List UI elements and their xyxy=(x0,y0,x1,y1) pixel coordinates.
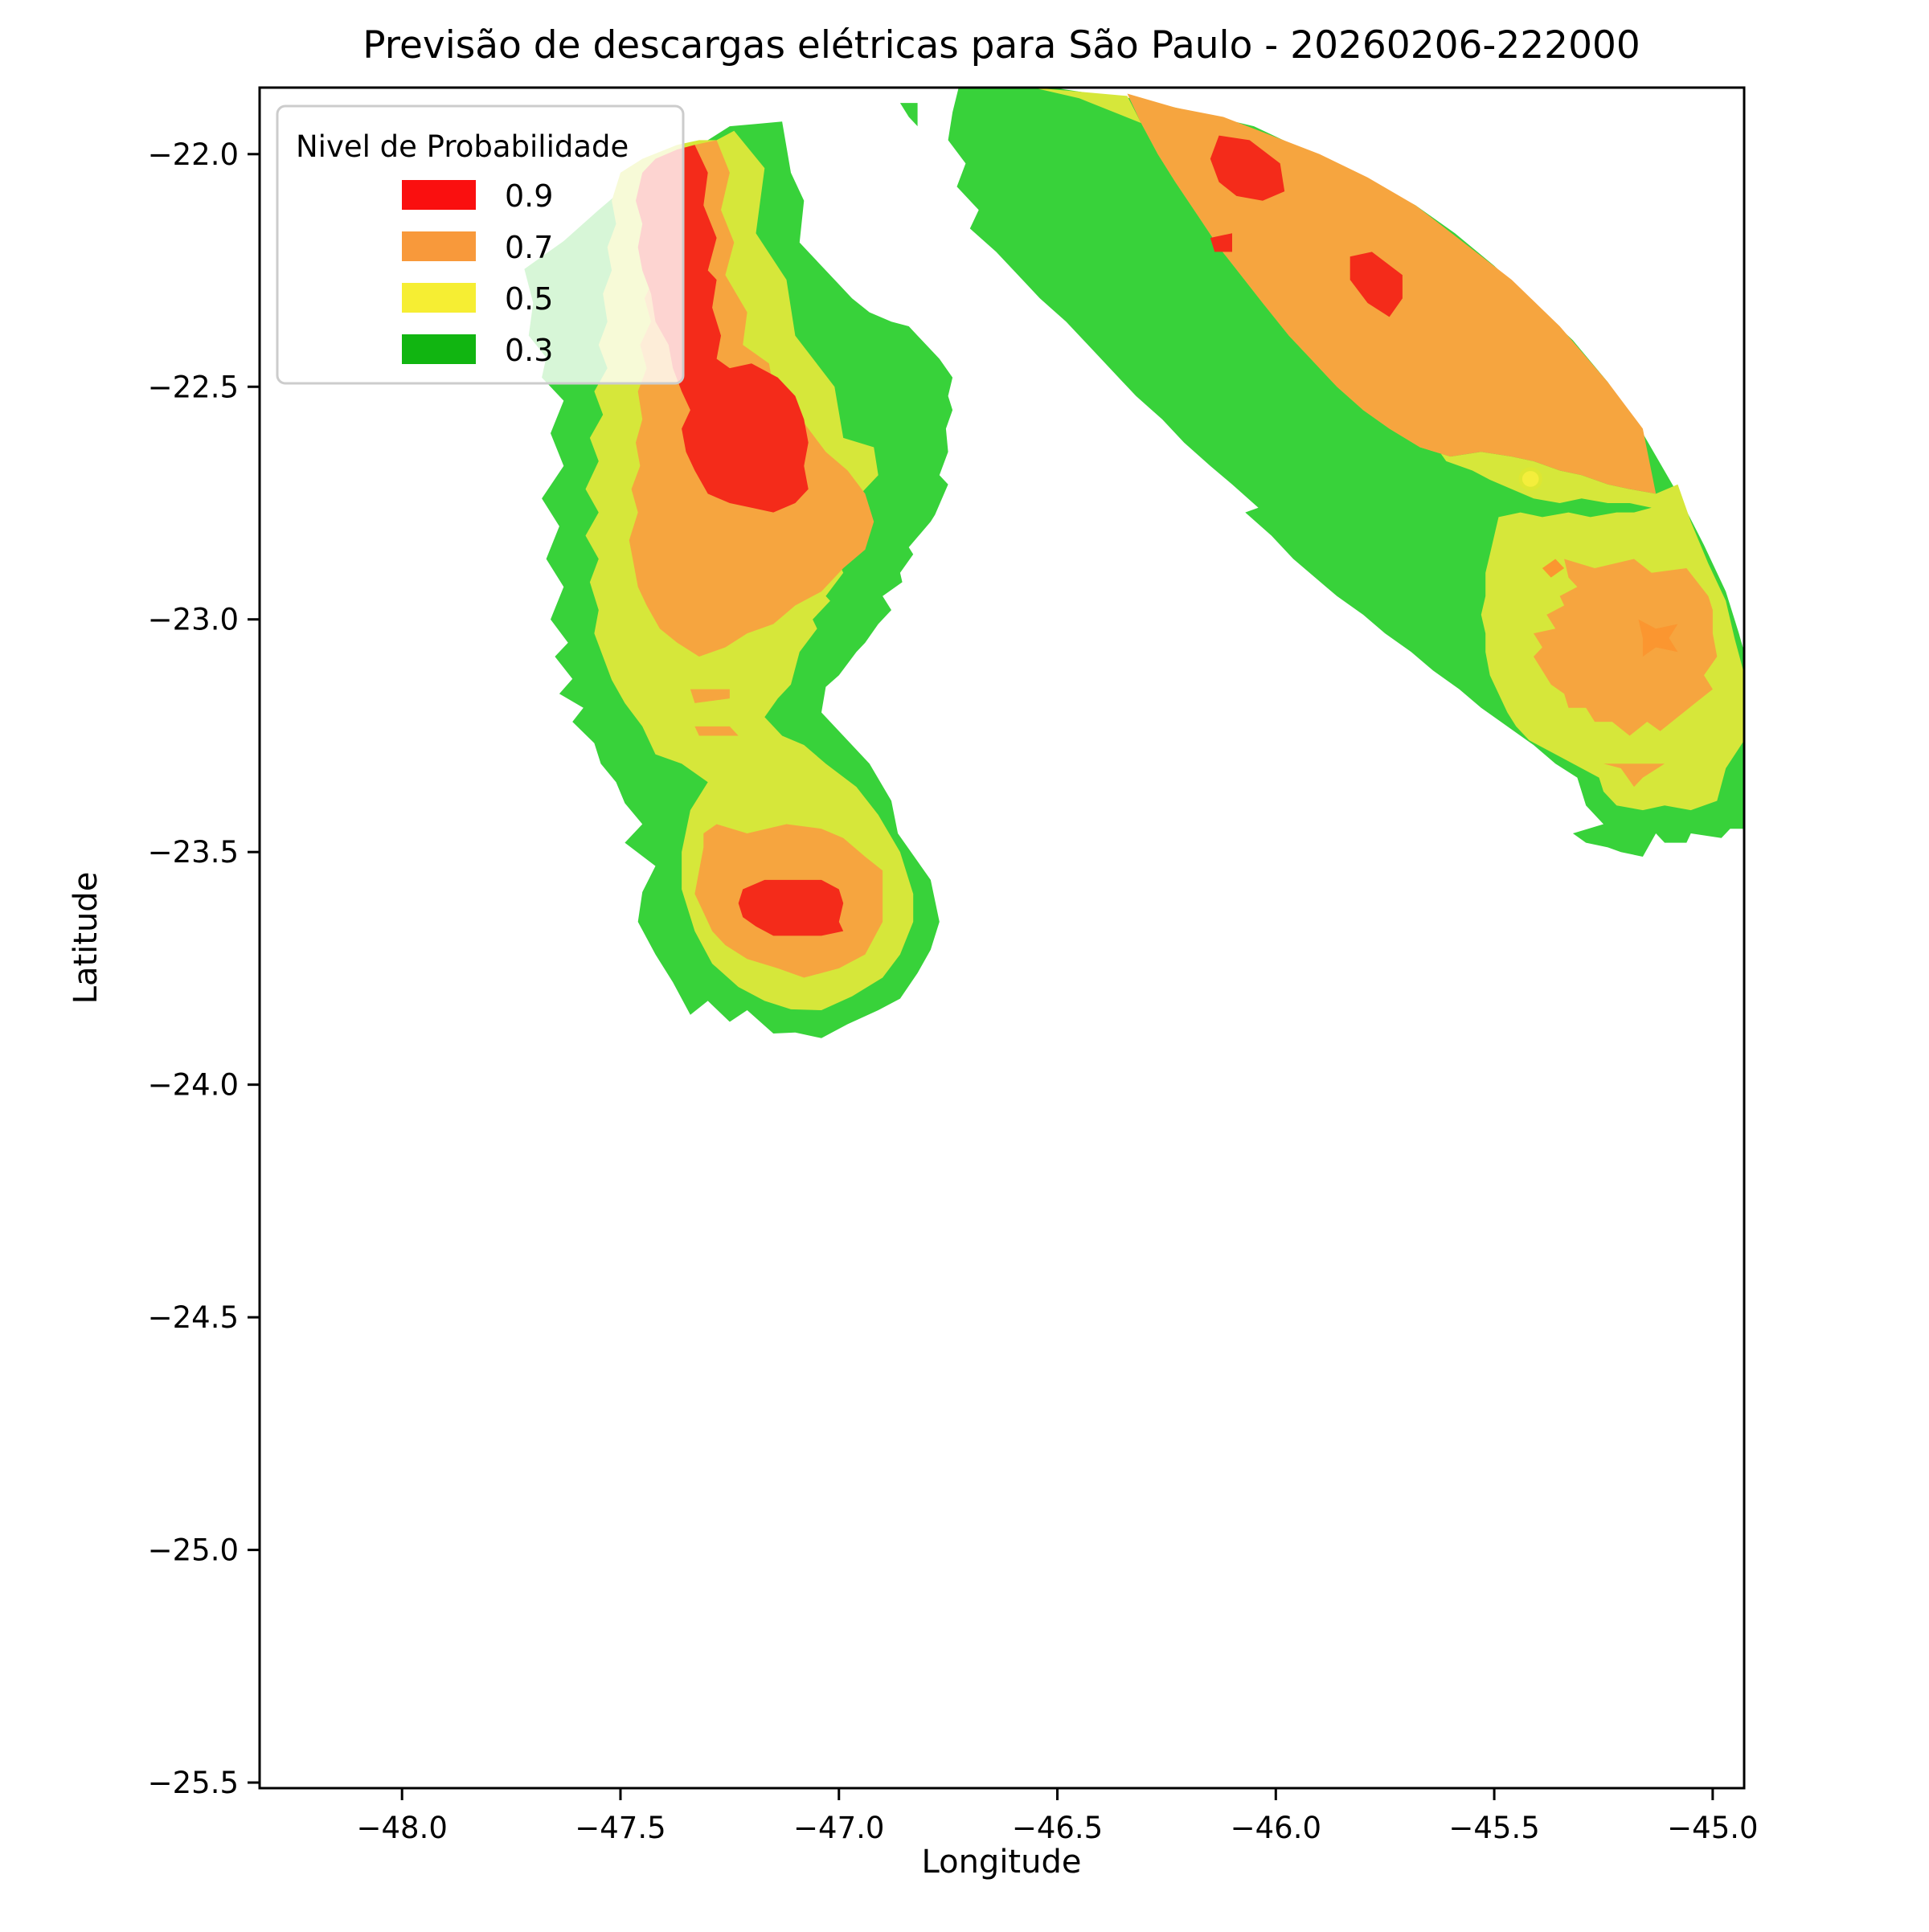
x-tick-label: −45.0 xyxy=(1667,1811,1758,1845)
legend-label-0.3: 0.3 xyxy=(505,333,553,368)
legend: Nivel de Probabilidade 0.9 0.7 0.5 0.3 xyxy=(276,104,685,385)
contour-region-right-deep-orange-star xyxy=(1638,619,1678,657)
axes-frame xyxy=(258,86,1746,1790)
y-axis-label: Latitude xyxy=(68,872,104,1005)
legend-swatch-0.7 xyxy=(402,231,476,261)
contour-region-right-cell-prob-0.9-b xyxy=(1210,233,1232,252)
legend-box xyxy=(276,104,685,385)
legend-label-0.9: 0.9 xyxy=(505,178,553,214)
marker-small-cell-core xyxy=(1521,471,1539,487)
contour-region-right-deep-orange-diamond xyxy=(1542,559,1565,578)
contour-region-right-cell-prob-0.9-c xyxy=(1349,252,1403,317)
y-tick-label: −24.0 xyxy=(148,1068,239,1103)
legend-swatch-0.3 xyxy=(402,334,476,364)
axis-ticks: −48.0 −47.5 −47.0 −46.5 −46.0 −45.5 −45.0 −22.0… xyxy=(148,137,1759,1845)
y-tick-label: −25.0 xyxy=(148,1533,239,1568)
y-tick-label: −24.5 xyxy=(148,1300,239,1335)
legend-label-0.7: 0.7 xyxy=(505,230,553,265)
x-tick-label: −45.5 xyxy=(1448,1811,1539,1845)
x-tick-label: −48.0 xyxy=(357,1811,448,1845)
x-tick-label: −46.0 xyxy=(1231,1811,1321,1845)
contour-region-right-lower-orange-wedge xyxy=(1603,763,1665,788)
y-tick-label: −23.0 xyxy=(148,603,239,637)
contour-region-right-cell-green-sliver xyxy=(899,103,918,127)
x-axis-label: Longitude xyxy=(922,1844,1082,1881)
x-tick-label: −47.5 xyxy=(575,1811,666,1845)
x-tick-label: −46.5 xyxy=(1012,1811,1103,1845)
legend-entries: 0.9 0.7 0.5 0.3 xyxy=(402,178,553,368)
y-tick-label: −22.0 xyxy=(148,137,239,172)
legend-label-0.5: 0.5 xyxy=(505,281,553,317)
contour-layers xyxy=(524,88,1744,1038)
contour-region-left-cell-prob-0.9-south xyxy=(738,879,844,936)
legend-title: Nivel de Probabilidade xyxy=(296,129,629,164)
contour-region-right-lower-prob-0.7-core xyxy=(1534,559,1718,736)
contour-region-left-waist-orange-sliver-1 xyxy=(690,689,730,703)
legend-swatch-0.9 xyxy=(402,180,476,210)
y-tick-label: −23.5 xyxy=(148,835,239,870)
y-tick-label: −25.5 xyxy=(148,1766,239,1800)
contour-region-right-cell-prob-0.9-a xyxy=(1210,135,1285,201)
y-tick-label: −22.5 xyxy=(148,370,239,404)
legend-swatch-0.5 xyxy=(402,283,476,313)
chart-title: Previsão de descargas elétricas para São… xyxy=(362,23,1640,68)
contour-region-left-waist-orange-sliver-2 xyxy=(694,726,739,736)
x-tick-label: −47.0 xyxy=(793,1811,884,1845)
